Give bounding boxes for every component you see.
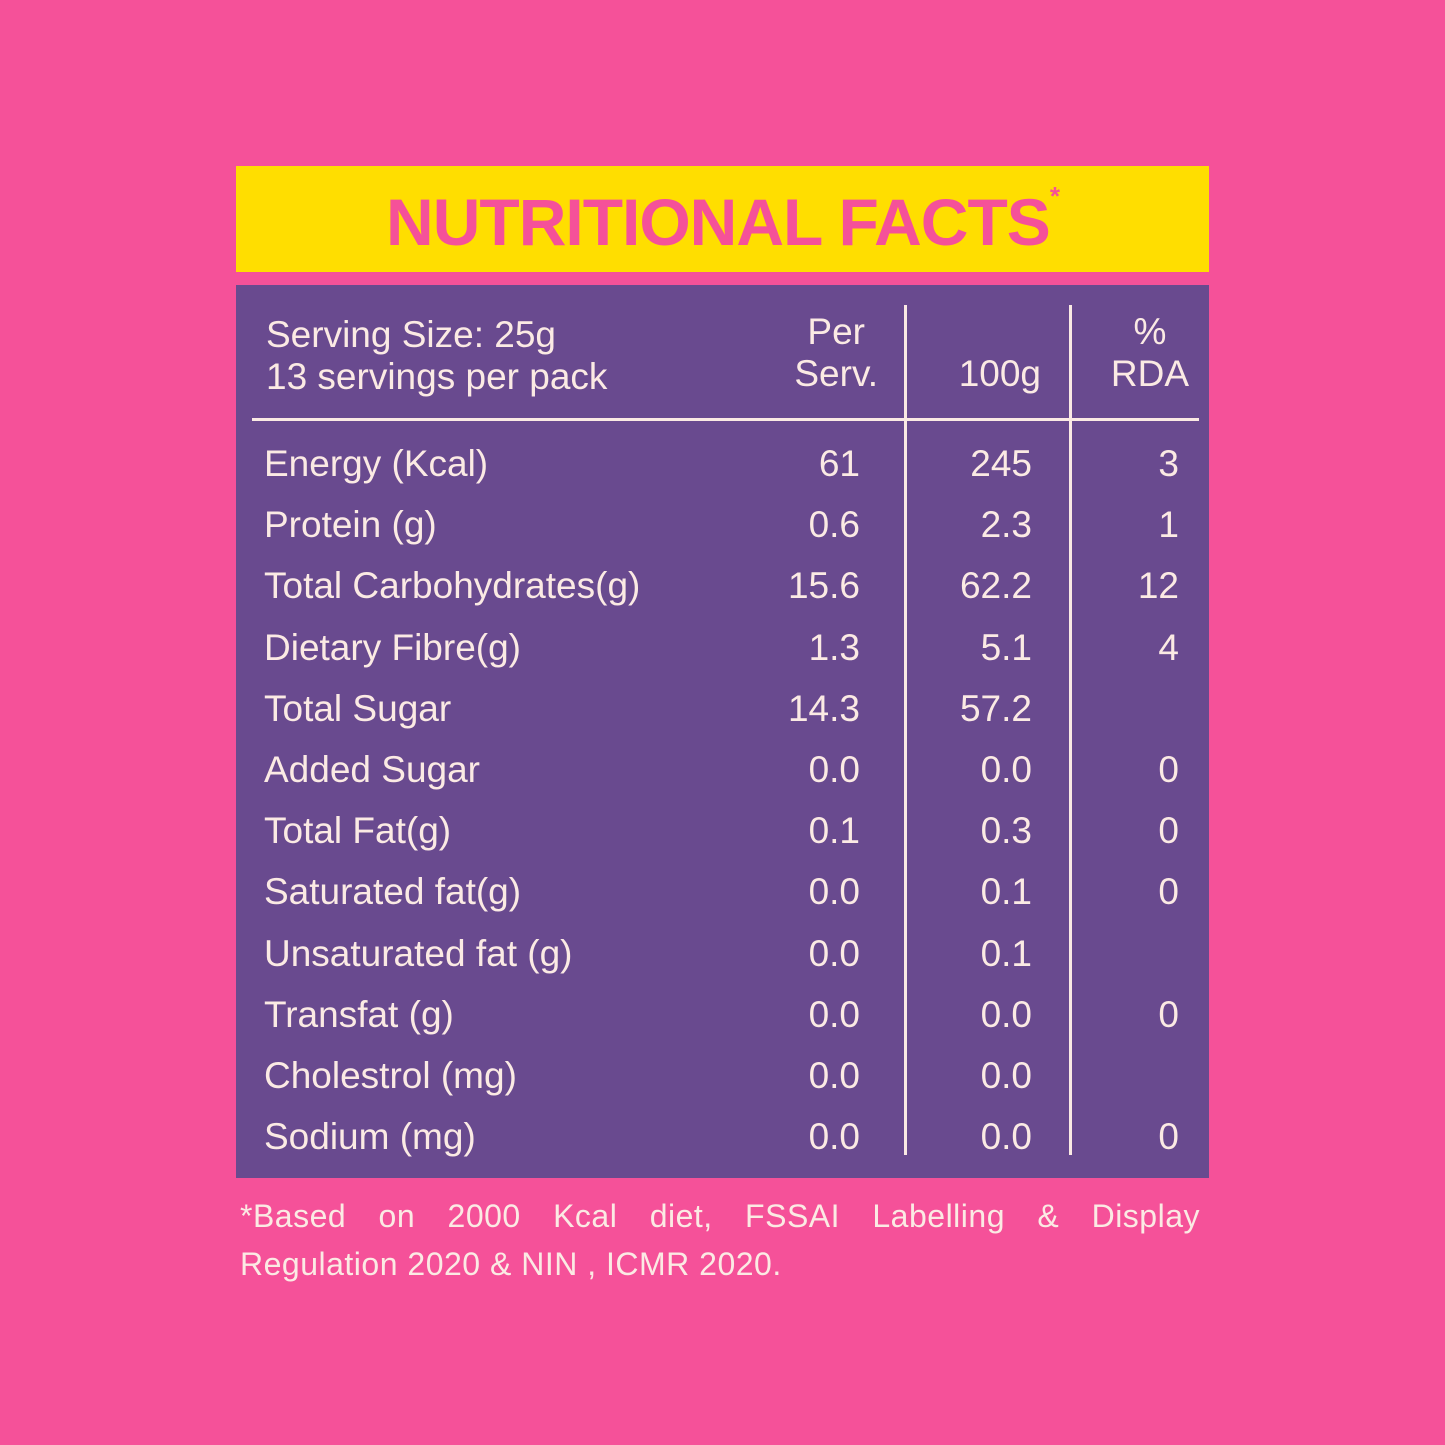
- nutrient-label: Total Carbohydrates(g): [264, 565, 641, 607]
- per-100g-value: 0.0: [980, 1116, 1032, 1158]
- serving-info: Serving Size: 25g 13 servings per pack: [266, 314, 607, 398]
- column-header-rda: % RDA: [1111, 311, 1189, 395]
- per-100g-value: 2.3: [980, 504, 1032, 546]
- table-row: Transfat (g) 0.0 0.0 0: [236, 984, 1209, 1045]
- per-serving-value: 15.6: [787, 565, 860, 607]
- table-row: Cholestrol (mg) 0.0 0.0: [236, 1045, 1209, 1106]
- title-banner: NUTRITIONAL FACTS*: [236, 166, 1209, 272]
- per-100g-value: 5.1: [980, 626, 1032, 668]
- nutrient-label: Saturated fat(g): [264, 871, 522, 913]
- per-serving-value: 1.3: [808, 626, 860, 668]
- rda-value: 4: [1158, 626, 1179, 668]
- header-text: Per: [807, 311, 865, 352]
- page-title: NUTRITIONAL FACTS*: [386, 183, 1060, 255]
- per-serving-value: 14.3: [787, 687, 860, 729]
- per-100g-value: 0.0: [980, 749, 1032, 790]
- per-serving-value: 0.6: [808, 504, 860, 546]
- table-row: Protein (g) 0.6 2.3 1: [236, 494, 1209, 555]
- table-row: Added Sugar 0.0 0.0 0: [236, 739, 1209, 800]
- per-100g-value: 0.0: [980, 1055, 1032, 1096]
- column-header-per-serving: Per Serv.: [794, 311, 878, 395]
- footnote-line: *Based on 2000 Kcal diet, FSSAI Labellin…: [240, 1198, 1200, 1234]
- table-row: Unsaturated fat (g) 0.0 0.1: [236, 923, 1209, 984]
- per-100g-value: 245: [970, 443, 1032, 484]
- nutrient-label: Transfat (g): [264, 993, 454, 1035]
- nutrition-table: Serving Size: 25g 13 servings per pack P…: [236, 285, 1209, 1178]
- per-100g-value: 0.0: [980, 993, 1032, 1035]
- footnote: *Based on 2000 Kcal diet, FSSAI Labellin…: [240, 1192, 1200, 1288]
- rda-value: 1: [1158, 504, 1179, 546]
- rda-value: 0: [1158, 993, 1179, 1035]
- header-divider: [252, 418, 1199, 421]
- rda-value: 0: [1158, 871, 1179, 913]
- rda-value: 0: [1158, 1116, 1179, 1158]
- rda-value: 3: [1158, 443, 1179, 484]
- column-divider: [1069, 305, 1072, 1155]
- nutrient-label: Protein (g): [264, 504, 437, 546]
- table-row: Sodium (mg) 0.0 0.0 0: [236, 1106, 1209, 1167]
- per-serving-value: 0.0: [808, 749, 860, 790]
- serving-size: Serving Size: 25g: [266, 314, 557, 355]
- table-row: Total Carbohydrates(g) 15.6 62.2 12: [236, 555, 1209, 616]
- table-row: Total Fat(g) 0.1 0.3 0: [236, 800, 1209, 861]
- per-serving-value: 0.0: [808, 993, 860, 1035]
- column-header-100g: 100g: [958, 353, 1041, 394]
- nutrient-label: Total Sugar: [264, 687, 452, 729]
- per-100g-value: 0.3: [980, 810, 1032, 852]
- nutrient-label: Energy (Kcal): [264, 443, 489, 484]
- footnote-line: Regulation 2020 & NIN , ICMR 2020.: [240, 1246, 782, 1282]
- nutrient-label: Added Sugar: [264, 749, 481, 790]
- table-row: Total Sugar 14.3 57.2: [236, 678, 1209, 739]
- nutrient-label: Sodium (mg): [264, 1116, 476, 1158]
- rda-value: 12: [1137, 565, 1179, 607]
- per-serving-value: 0.1: [808, 810, 860, 852]
- rda-value: 0: [1158, 749, 1179, 790]
- column-divider: [904, 305, 907, 1155]
- table-row: Energy (Kcal) 61 245 3: [236, 433, 1209, 494]
- per-100g-value: 0.1: [980, 932, 1032, 974]
- header-text: %: [1133, 311, 1167, 352]
- table-row: Dietary Fibre(g) 1.3 5.1 4: [236, 617, 1209, 678]
- table-row: Saturated fat(g) 0.0 0.1 0: [236, 861, 1209, 922]
- per-serving-value: 0.0: [808, 1055, 860, 1096]
- nutrient-label: Dietary Fibre(g): [264, 626, 521, 668]
- per-serving-value: 61: [818, 443, 860, 484]
- nutrient-label: Cholestrol (mg): [264, 1055, 517, 1096]
- per-serving-value: 0.0: [808, 871, 860, 913]
- per-100g-value: 57.2: [959, 687, 1032, 729]
- per-100g-value: 62.2: [959, 565, 1032, 607]
- title-text: NUTRITIONAL FACTS: [386, 185, 1051, 259]
- rda-value: 0: [1158, 810, 1179, 852]
- per-serving-value: 0.0: [808, 932, 860, 974]
- title-asterisk: *: [1049, 181, 1060, 211]
- servings-per-pack: 13 servings per pack: [266, 356, 608, 397]
- header-text: Serv.: [794, 353, 878, 394]
- nutrient-label: Unsaturated fat (g): [264, 932, 573, 974]
- per-100g-value: 0.1: [980, 871, 1032, 913]
- per-serving-value: 0.0: [808, 1116, 860, 1158]
- header-text: RDA: [1110, 353, 1189, 394]
- nutrient-label: Total Fat(g): [264, 810, 452, 852]
